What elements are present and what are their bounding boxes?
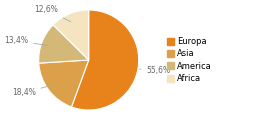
Text: 55,6%: 55,6%: [147, 66, 171, 75]
Wedge shape: [53, 10, 89, 60]
Text: 12,6%: 12,6%: [35, 5, 71, 22]
Text: 18,4%: 18,4%: [12, 85, 54, 97]
Wedge shape: [39, 60, 89, 107]
Legend: Europa, Asia, America, Africa: Europa, Asia, America, Africa: [167, 37, 212, 83]
Text: 13,4%: 13,4%: [4, 36, 48, 46]
Wedge shape: [39, 25, 89, 63]
Wedge shape: [71, 10, 139, 110]
